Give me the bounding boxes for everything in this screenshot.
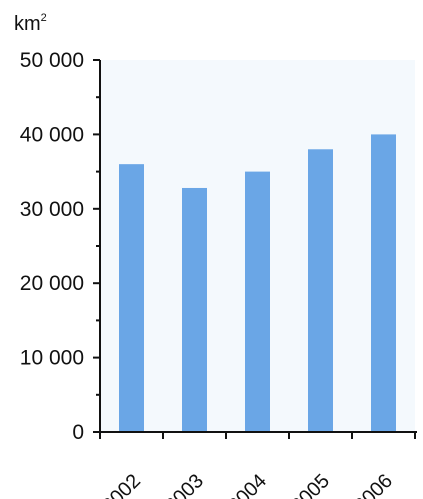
- unit-base: km: [14, 13, 41, 35]
- x-tick-label: 2005: [287, 470, 334, 499]
- y-axis-unit-label: km2: [14, 12, 47, 35]
- y-tick-label: 0: [72, 421, 84, 444]
- bars-group: [119, 134, 396, 432]
- y-tick-label: 20 000: [20, 272, 84, 295]
- x-tick-label: 2006: [350, 470, 397, 499]
- x-tick-label: 2003: [161, 470, 208, 499]
- bar-2006: [371, 134, 396, 432]
- x-axis-ticks: 2002 2003 2004 2005 2006: [98, 432, 416, 499]
- x-tick-label: 2002: [98, 470, 145, 499]
- y-tick-label: 30 000: [20, 198, 84, 221]
- bar-2002: [119, 164, 144, 432]
- bar-2003: [182, 187, 207, 432]
- x-tick-label: 2004: [224, 470, 271, 499]
- bar-2004: [245, 171, 270, 432]
- unit-superscript: 2: [41, 12, 47, 24]
- y-tick-label: 40 000: [20, 123, 84, 146]
- y-tick-label: 10 000: [20, 347, 84, 370]
- bar-2005: [308, 149, 333, 432]
- y-tick-label: 50 000: [20, 49, 84, 72]
- y-axis-ticks: 0 10 000 20 000 30 000 40 000 50 000: [20, 49, 100, 444]
